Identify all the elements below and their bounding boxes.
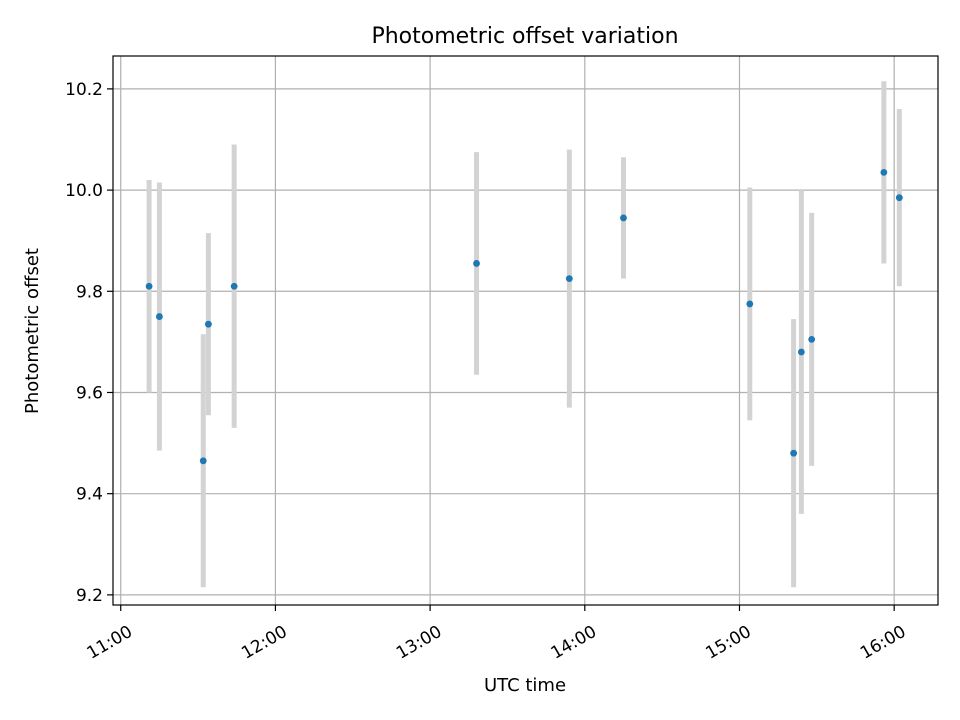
y-axis-ticks: 9.2 9.4 9.6 9.8 10.0 10.2 — [65, 80, 113, 606]
data-point — [895, 194, 903, 202]
plot-background — [113, 56, 938, 605]
data-point — [746, 300, 754, 308]
y-tick-label: 9.6 — [76, 383, 103, 403]
x-tick-label: 16:00 — [857, 622, 909, 664]
data-points — [145, 168, 903, 465]
data-point — [880, 168, 888, 176]
x-tick-label: 11:00 — [84, 622, 136, 664]
data-point — [145, 282, 153, 290]
data-point — [473, 260, 480, 267]
chart-title: Photometric offset variation — [371, 24, 678, 49]
x-tick-label: 15:00 — [702, 622, 754, 664]
y-tick-label: 9.8 — [76, 282, 103, 302]
x-axis-ticks: 11:00 12:00 13:00 14:00 15:00 16:00 — [84, 605, 909, 664]
data-point — [199, 457, 207, 465]
plot-frame — [112, 55, 939, 606]
data-point — [797, 348, 805, 356]
data-point — [156, 313, 163, 320]
y-tick-label: 10.0 — [65, 181, 103, 201]
data-point — [565, 275, 573, 283]
y-axis-label: Photometric offset — [22, 248, 43, 414]
data-point — [230, 282, 238, 290]
y-tick-label: 9.2 — [76, 586, 103, 606]
y-tick-label: 9.4 — [76, 485, 103, 505]
data-point — [204, 320, 212, 328]
x-axis-label: UTC time — [484, 675, 566, 696]
data-point — [620, 214, 627, 222]
data-point — [790, 449, 798, 457]
y-tick-label: 10.2 — [65, 80, 103, 100]
x-tick-label: 12:00 — [238, 622, 290, 664]
data-point — [808, 335, 816, 343]
x-tick-label: 14:00 — [548, 622, 600, 664]
x-tick-label: 13:00 — [393, 622, 445, 664]
